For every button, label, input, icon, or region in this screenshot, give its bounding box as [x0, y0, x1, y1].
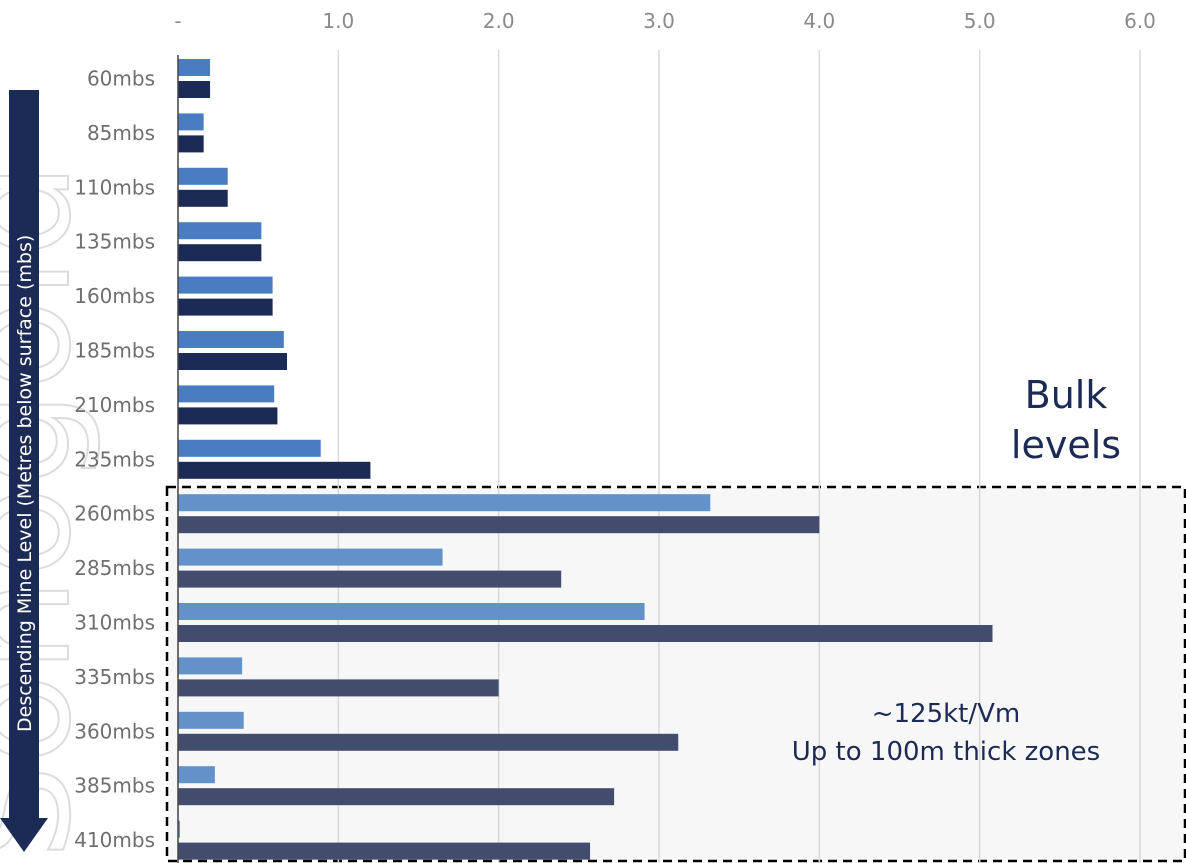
category-label: 60mbs — [87, 67, 155, 91]
category-label: 335mbs — [74, 665, 155, 689]
bar-series2 — [178, 135, 204, 153]
bar-series2 — [178, 189, 228, 207]
category-label: 185mbs — [74, 339, 155, 363]
x-tick-label: - — [174, 9, 181, 33]
category-label: 310mbs — [74, 611, 155, 635]
bar-series1 — [178, 439, 321, 457]
x-tick-label: 2.0 — [483, 9, 515, 33]
bar-series2 — [178, 298, 273, 316]
y-axis-arrow-shaft — [9, 90, 39, 820]
bar-series1 — [178, 59, 211, 76]
bar-series1 — [178, 657, 243, 675]
bar-series2 — [178, 679, 499, 697]
category-label: 410mbs — [74, 828, 155, 852]
category-labels: 60mbs 85mbs 110mbs 135mbs 160mbs 185mbs 210mbs… — [74, 67, 155, 853]
bar-series1 — [178, 222, 262, 240]
y-axis-title: Descending Mine Level (Metres below surf… — [14, 235, 36, 732]
bar-series1 — [178, 711, 244, 729]
category-label: 85mbs — [87, 121, 155, 145]
bar-series1 — [178, 331, 284, 348]
category-label: 385mbs — [74, 774, 155, 798]
x-tick-label: 5.0 — [964, 9, 996, 33]
bulk-levels-label-line1: Bulk — [1025, 373, 1108, 417]
bar-series1 — [178, 167, 228, 185]
category-label: 210mbs — [74, 393, 155, 417]
category-label: 260mbs — [74, 502, 155, 526]
category-label: 285mbs — [74, 556, 155, 580]
bar-series2 — [178, 842, 591, 860]
y-axis-arrow: Descending Mine Level (Metres below surf… — [0, 90, 48, 852]
bar-series2 — [178, 353, 288, 370]
bar-series2 — [178, 244, 262, 262]
category-label: 235mbs — [74, 447, 155, 471]
bar-series1 — [178, 820, 180, 838]
arrow-head-icon — [0, 818, 48, 852]
bar-series2 — [178, 407, 278, 425]
bar-series2 — [178, 625, 993, 642]
x-tick-label: 3.0 — [643, 9, 675, 33]
bar-series1 — [178, 113, 204, 131]
bar-series1 — [178, 603, 645, 620]
zone-note-line2: Up to 100m thick zones — [792, 737, 1100, 767]
category-label: 360mbs — [74, 719, 155, 743]
zone-note-line1: ~125kt/Vm — [872, 699, 1021, 729]
bulk-levels-label-line2: levels — [1011, 423, 1121, 467]
bar-series2 — [178, 570, 562, 588]
bars — [178, 59, 993, 860]
bar-series1 — [178, 548, 443, 566]
bar-series1 — [178, 385, 275, 403]
bar-series2 — [178, 81, 211, 98]
bar-series2 — [178, 788, 615, 806]
category-label: 110mbs — [74, 175, 155, 199]
category-label: 135mbs — [74, 230, 155, 254]
gridlines — [337, 50, 1141, 863]
bar-series1 — [178, 494, 711, 512]
x-tick-label: 4.0 — [803, 9, 835, 33]
x-tick-labels: - 1.0 2.0 3.0 4.0 5.0 6.0 — [174, 9, 1156, 33]
x-tick-label: 6.0 — [1124, 9, 1156, 33]
bar-series2 — [178, 516, 820, 534]
bar-series2 — [178, 461, 371, 479]
bar-series1 — [178, 276, 273, 294]
x-tick-label: 1.0 — [322, 9, 354, 33]
bar-series1 — [178, 766, 215, 784]
category-label: 160mbs — [74, 284, 155, 308]
bar-series2 — [178, 733, 679, 751]
